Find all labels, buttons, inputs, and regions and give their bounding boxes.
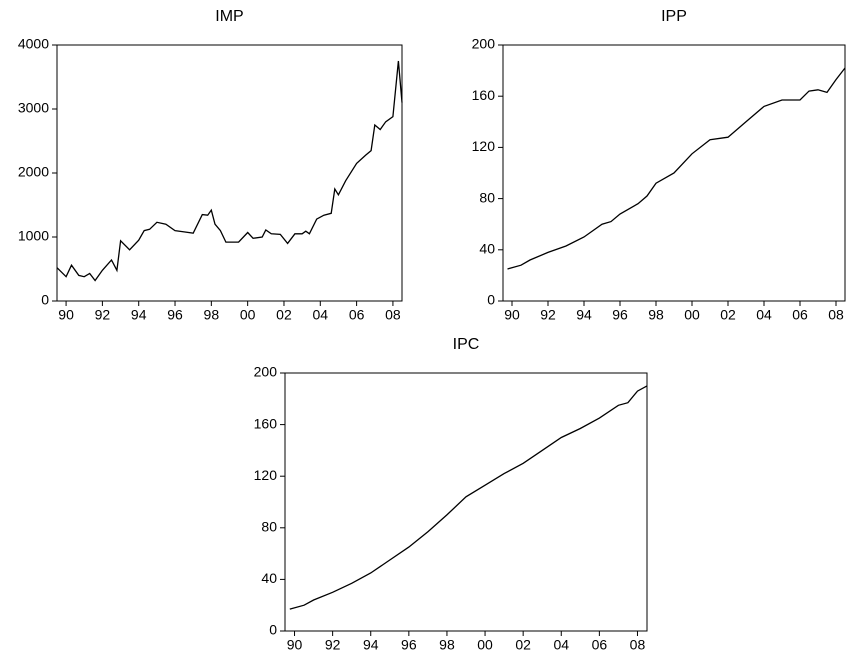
y-tick-label: 200 <box>472 36 496 52</box>
y-tick-label: 160 <box>472 87 496 103</box>
x-tick-label: 94 <box>363 637 379 653</box>
y-tick-label: 120 <box>472 138 496 154</box>
x-tick-label: 92 <box>540 307 556 323</box>
y-tick-label: 3000 <box>18 100 49 116</box>
y-tick-label: 120 <box>254 467 278 483</box>
y-tick-label: 4000 <box>18 36 49 52</box>
chart-title: IPP <box>661 8 687 25</box>
x-tick-label: 00 <box>240 307 256 323</box>
chart-title: IMP <box>215 8 243 25</box>
x-tick-label: 98 <box>439 637 455 653</box>
y-tick-label: 0 <box>269 622 277 638</box>
x-tick-label: 00 <box>684 307 700 323</box>
y-tick-label: 40 <box>261 570 277 586</box>
x-tick-label: 06 <box>349 307 365 323</box>
y-tick-label: 160 <box>254 415 278 431</box>
x-tick-label: 94 <box>576 307 592 323</box>
x-tick-label: 08 <box>828 307 844 323</box>
y-tick-label: 0 <box>487 292 495 308</box>
x-tick-label: 02 <box>515 637 531 653</box>
plot-frame <box>284 372 648 632</box>
y-tick-label: 40 <box>479 241 495 257</box>
x-tick-label: 04 <box>756 307 772 323</box>
x-tick-label: 96 <box>401 637 417 653</box>
x-tick-label: 90 <box>58 307 74 323</box>
x-tick-label: 96 <box>612 307 628 323</box>
x-tick-label: 04 <box>553 637 569 653</box>
x-tick-label: 92 <box>95 307 111 323</box>
x-tick-label: 04 <box>313 307 329 323</box>
x-tick-label: 02 <box>276 307 292 323</box>
x-tick-label: 92 <box>325 637 341 653</box>
data-line <box>289 385 648 610</box>
data-line <box>507 67 846 270</box>
x-tick-label: 98 <box>648 307 664 323</box>
x-tick-label: 08 <box>385 307 401 323</box>
x-tick-label: 90 <box>504 307 520 323</box>
y-tick-label: 80 <box>479 189 495 205</box>
x-tick-label: 00 <box>477 637 493 653</box>
chart-title: IPC <box>453 336 480 353</box>
x-tick-label: 98 <box>204 307 220 323</box>
y-tick-label: 80 <box>261 519 277 535</box>
data-line <box>56 60 403 282</box>
x-tick-label: 94 <box>131 307 147 323</box>
y-tick-label: 200 <box>254 364 278 380</box>
x-tick-label: 06 <box>792 307 808 323</box>
x-tick-label: 08 <box>630 637 646 653</box>
x-tick-label: 02 <box>720 307 736 323</box>
y-tick-label: 2000 <box>18 164 49 180</box>
y-tick-label: 1000 <box>18 228 49 244</box>
x-tick-label: 06 <box>592 637 608 653</box>
y-tick-label: 0 <box>41 292 49 308</box>
plot-frame <box>502 44 846 302</box>
x-tick-label: 96 <box>167 307 183 323</box>
x-tick-label: 90 <box>287 637 303 653</box>
